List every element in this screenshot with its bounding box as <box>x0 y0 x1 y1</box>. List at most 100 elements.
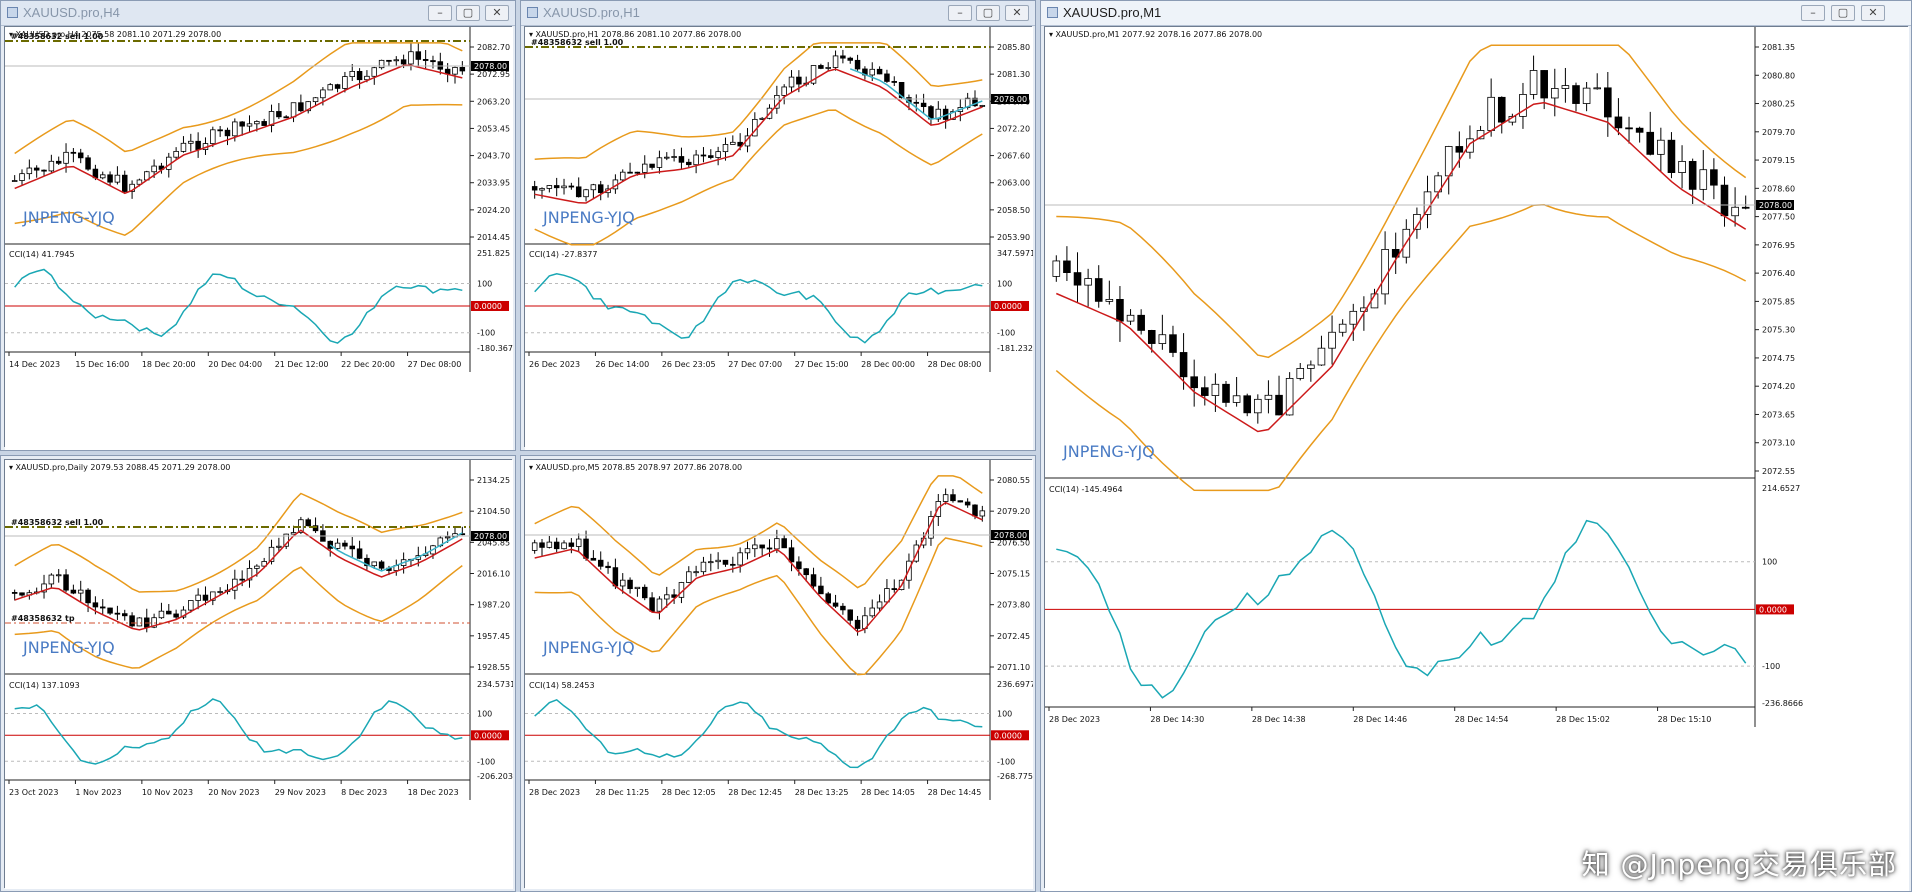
close-button[interactable]: ✕ <box>485 5 509 21</box>
cci-label: CCI(14) 137.1093 <box>9 681 80 690</box>
time-tick-label: 26 Dec 2023 <box>529 360 580 369</box>
price-tick-label: 2024.20 <box>477 206 510 215</box>
candle-bull <box>312 97 319 103</box>
candle-bear <box>1275 394 1283 416</box>
price-tick-label: 2058.50 <box>997 206 1030 215</box>
price-tick-label: 2079.20 <box>997 507 1030 516</box>
cci-zero-marker-label: 0.0000 <box>1759 605 1787 614</box>
moving-average-line <box>1056 101 1747 433</box>
maximize-button[interactable]: ▢ <box>976 5 1000 21</box>
candle-bull <box>664 156 670 159</box>
cci-tick-label: 214.6527 <box>1762 484 1800 493</box>
candle-bear <box>77 152 84 159</box>
candle-bear <box>122 174 128 192</box>
price-tick-label: 2073.65 <box>1762 410 1795 419</box>
window-titlebar[interactable]: XAUUSD.pro,M1 – ▢ ✕ <box>1041 1 1911 26</box>
chart-area[interactable]: ▾ XAUUSD.pro,Daily 2079.53 2088.45 2071.… <box>4 459 513 889</box>
time-tick-label: 29 Nov 2023 <box>275 788 326 797</box>
chart-icon <box>527 7 538 18</box>
candle-bear <box>224 129 231 137</box>
cci-tick-label: 347.5971 <box>997 249 1033 258</box>
candle-bull <box>444 536 451 539</box>
candle-bull <box>730 141 736 145</box>
candle-bear <box>55 160 62 164</box>
cci-tick-label: -206.2036 <box>477 772 513 781</box>
tp-label: #48358632 tp <box>11 614 75 623</box>
candle-bear <box>1137 314 1145 331</box>
candle-bull <box>1487 96 1495 131</box>
maximize-button[interactable]: ▢ <box>1831 5 1855 21</box>
price-tick-label: 2080.80 <box>1762 71 1795 80</box>
price-tick-label: 2134.25 <box>477 476 510 485</box>
chart-window-h4[interactable]: XAUUSD.pro,H4 – ▢ ✕ ▾ XAUUSD.pro,H4 2075… <box>0 0 516 451</box>
candle-bear <box>686 161 692 166</box>
candle-bull <box>1211 383 1220 396</box>
price-tick-label: 2077.50 <box>1762 213 1795 222</box>
time-tick-label: 27 Dec 08:00 <box>408 360 462 369</box>
candle-bear <box>1688 160 1697 190</box>
candle-bull <box>364 75 370 81</box>
minimize-button[interactable]: – <box>428 5 452 21</box>
candle-bear <box>99 606 106 609</box>
time-tick-label: 15 Dec 16:00 <box>75 360 129 369</box>
cci-zero-marker-label: 0.0000 <box>994 731 1022 740</box>
maximize-button[interactable]: ▢ <box>456 5 480 21</box>
candle-bull <box>151 165 157 173</box>
chart-area[interactable]: ▾ XAUUSD.pro,H1 2078.86 2081.10 2077.86 … <box>524 26 1033 450</box>
close-button[interactable]: ✕ <box>1861 5 1885 21</box>
time-tick-label: 20 Dec 04:00 <box>208 360 262 369</box>
order-label: #48358632 sell 1.00 <box>11 518 104 527</box>
candle-bull <box>708 561 714 564</box>
candle-bull <box>752 544 758 550</box>
candle-bull <box>99 174 106 179</box>
candle-bear <box>634 171 641 174</box>
cci-tick-label: 234.5731 <box>477 680 513 689</box>
moving-average-cyan <box>849 68 983 120</box>
chart-window-m1[interactable]: XAUUSD.pro,M1 – ▢ ✕ ▾ XAUUSD.pro,M1 2077… <box>1040 0 1912 892</box>
chart-window-h1[interactable]: XAUUSD.pro,H1 – ▢ ✕ ▾ XAUUSD.pro,H1 2078… <box>520 0 1036 451</box>
chart-window-m5-body[interactable]: ▾ XAUUSD.pro,M5 2078.85 2078.97 2077.86 … <box>520 455 1036 892</box>
candle-bull <box>1158 334 1167 344</box>
candle-bear <box>840 55 846 59</box>
chart-info-line: ▾ XAUUSD.pro,M5 2078.85 2078.97 2077.86 … <box>529 463 742 472</box>
candle-bear <box>575 186 582 198</box>
time-tick-label: 27 Dec 07:00 <box>728 360 782 369</box>
candle-bear <box>217 129 223 132</box>
candle-bull <box>825 67 831 69</box>
candle-bear <box>876 68 883 75</box>
candle-bull <box>561 185 567 189</box>
window-titlebar[interactable]: XAUUSD.pro,H4 – ▢ ✕ <box>1 1 515 26</box>
candle-bull <box>832 55 839 68</box>
close-button[interactable]: ✕ <box>1005 5 1029 21</box>
chart-info-line: ▾ XAUUSD.pro,H1 2078.86 2081.10 2077.86 … <box>529 30 741 39</box>
candle-bull <box>268 546 275 562</box>
window-titlebar[interactable]: XAUUSD.pro,H1 – ▢ ✕ <box>521 1 1035 26</box>
candle-bull <box>979 510 986 517</box>
candle-bull <box>188 600 194 611</box>
candle-bull <box>722 144 729 153</box>
chart-area[interactable]: ▾ XAUUSD.pro,H4 2075.58 2081.10 2071.29 … <box>4 26 513 450</box>
candle-bear <box>759 544 765 549</box>
cci-label: CCI(14) 41.7945 <box>9 250 75 259</box>
candle-bull <box>349 71 355 77</box>
chart-window-daily[interactable]: ▾ XAUUSD.pro,Daily 2079.53 2088.45 2071.… <box>0 455 516 892</box>
candle-bear <box>1497 96 1506 123</box>
candle-bull <box>1285 377 1294 416</box>
candle-bull <box>63 151 69 164</box>
minimize-button[interactable]: – <box>1801 5 1825 21</box>
chart-background <box>5 27 513 450</box>
price-tick-label: 2078.60 <box>1762 184 1795 193</box>
bollinger-lower <box>14 103 463 237</box>
order-label: #48358632 sell 1.00 <box>531 38 624 47</box>
minimize-button[interactable]: – <box>948 5 972 21</box>
candle-bull <box>1349 310 1358 325</box>
chart-area[interactable]: ▾ XAUUSD.pro,M5 2078.85 2078.97 2077.86 … <box>524 459 1033 889</box>
price-tick-label: 2080.55 <box>997 476 1030 485</box>
time-tick-label: 28 Dec 14:46 <box>1353 715 1407 724</box>
chart-info-line: ▾ XAUUSD.pro,Daily 2079.53 2088.45 2071.… <box>9 463 230 472</box>
price-tick-label: 2053.45 <box>477 124 510 133</box>
candle-bear <box>649 597 655 612</box>
price-tick-label: 2074.20 <box>1762 382 1795 391</box>
chart-area[interactable]: ▾ XAUUSD.pro,M1 2077.92 2078.16 2077.86 … <box>1044 26 1909 891</box>
price-tick-label: 2079.70 <box>1762 128 1795 137</box>
